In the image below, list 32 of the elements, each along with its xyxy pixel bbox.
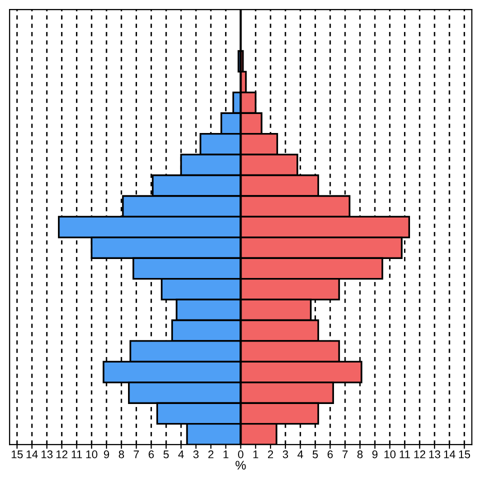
- x-tick-label: 12: [414, 450, 426, 458]
- x-tick-label: 9: [372, 450, 378, 458]
- x-tick-label: 0: [238, 450, 244, 458]
- x-tick-label: 4: [298, 450, 304, 458]
- x-tick-label: 6: [328, 450, 333, 458]
- x-tick-label: 7: [134, 450, 139, 458]
- x-tick-label: 1: [253, 450, 258, 458]
- x-tick-label: 10: [86, 450, 98, 458]
- x-tick-label: 13: [429, 450, 440, 458]
- x-tick-label: 5: [164, 450, 169, 458]
- x-tick-label: 15: [12, 450, 23, 458]
- x-tick-label: 6: [148, 450, 154, 458]
- x-tick-label: 7: [342, 450, 348, 458]
- x-tick-label: 1: [224, 450, 228, 458]
- x-tick-label: 15: [459, 450, 470, 458]
- x-tick-label: 10: [384, 450, 396, 458]
- x-tick-label: 4: [178, 450, 184, 458]
- x-tick-label: 8: [118, 450, 124, 458]
- x-tick-label: 14: [444, 450, 456, 458]
- x-tick-label: 8: [357, 450, 363, 458]
- x-tick-label: 12: [56, 450, 68, 458]
- x-tick-label: 5: [312, 450, 318, 458]
- x-tick-label: 13: [42, 450, 53, 458]
- x-axis-title: %: [236, 460, 246, 470]
- x-tick-label: 14: [26, 450, 38, 458]
- x-tick-label: 9: [104, 450, 110, 458]
- x-tick-label: 3: [193, 450, 199, 458]
- x-tick-label: 2: [268, 450, 274, 458]
- x-tick-label: 11: [72, 450, 82, 458]
- x-tick-label: 11: [400, 450, 410, 458]
- x-tick-label: 2: [208, 450, 214, 458]
- x-tick-label: 3: [282, 450, 288, 458]
